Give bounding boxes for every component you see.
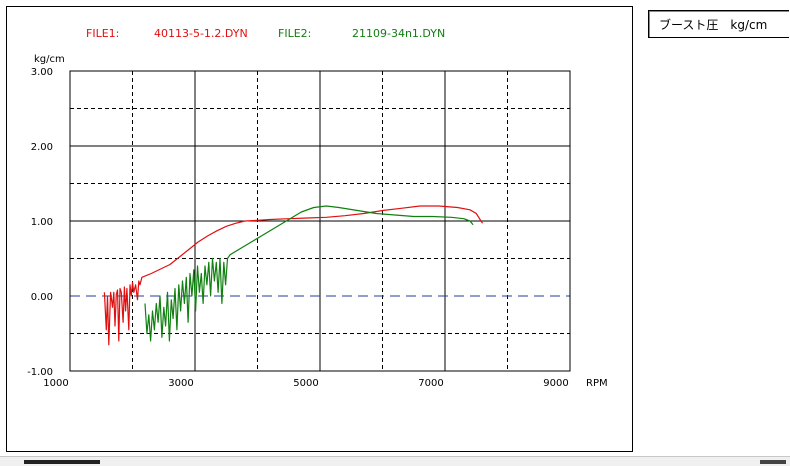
y-tick-label: 2.00 bbox=[31, 142, 53, 153]
y-tick-label: 1.00 bbox=[31, 217, 53, 228]
y-axis-unit-label: kg/cm bbox=[34, 54, 65, 65]
x-tick-label: 3000 bbox=[168, 378, 193, 389]
plot-area-border bbox=[69, 70, 571, 372]
y-tick-label: 0.00 bbox=[31, 292, 53, 303]
x-tick-label: 9000 bbox=[543, 378, 568, 389]
boost-pressure-label: ブースト圧 kg/cm bbox=[659, 18, 768, 32]
scroll-segment-right bbox=[760, 460, 786, 464]
scroll-segment-left bbox=[24, 460, 100, 464]
legend-file2-name: 21109-34n1.DYN bbox=[352, 27, 445, 40]
series-line-1 bbox=[103, 205, 484, 346]
grid bbox=[69, 70, 571, 372]
legend-file1-label: FILE1: bbox=[86, 27, 119, 40]
x-tick-label: 5000 bbox=[293, 378, 318, 389]
x-tick-label: 1000 bbox=[43, 378, 68, 389]
y-label-box: ブースト圧 kg/cm bbox=[648, 10, 789, 38]
y-tick-label: -1.00 bbox=[27, 367, 53, 378]
bottom-scrollbar-strip bbox=[0, 456, 790, 466]
x-tick-label: 7000 bbox=[418, 378, 443, 389]
x-axis-unit-label: RPM bbox=[586, 378, 608, 389]
series-line-2 bbox=[144, 205, 474, 342]
legend-file1-name: 40113-5-1.2.DYN bbox=[154, 27, 248, 40]
legend-file2-label: FILE2: bbox=[278, 27, 311, 40]
series-layer bbox=[103, 205, 484, 346]
y-tick-label: 3.00 bbox=[31, 67, 53, 78]
